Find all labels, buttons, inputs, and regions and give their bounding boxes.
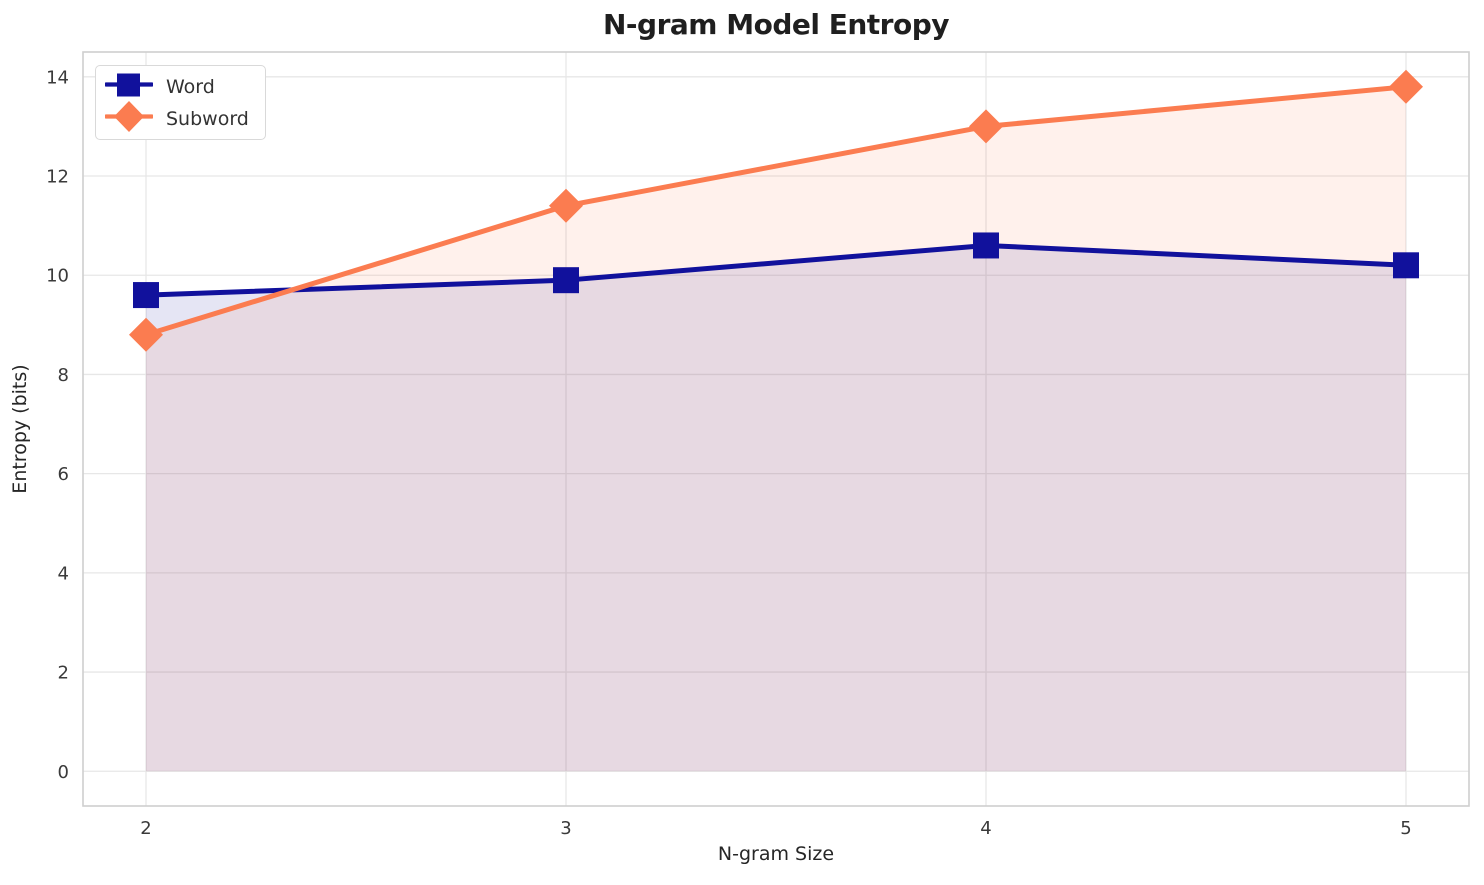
subword-series-marker-icon bbox=[103, 101, 155, 136]
chart-title: N-gram Model Entropy bbox=[603, 8, 950, 41]
y-tick-label: 2 bbox=[58, 663, 69, 684]
x-tick-label: 5 bbox=[1400, 818, 1411, 839]
word-series-marker-icon bbox=[103, 69, 155, 104]
legend-item-word: Word bbox=[103, 69, 249, 104]
x-tick-label: 2 bbox=[140, 818, 151, 839]
legend: Word Subword bbox=[95, 65, 266, 140]
marker-square-icon bbox=[1393, 252, 1419, 279]
plot-border bbox=[82, 51, 1470, 807]
marker-diamond-icon bbox=[129, 317, 163, 352]
y-tick-label: 4 bbox=[58, 563, 69, 584]
marker-square-icon bbox=[553, 267, 579, 294]
marker-diamond-icon bbox=[549, 188, 583, 223]
y-tick-label: 0 bbox=[58, 762, 69, 783]
series-line-word bbox=[143, 242, 1409, 298]
marker-diamond-icon bbox=[1389, 69, 1423, 104]
x-tick-label: 3 bbox=[560, 818, 571, 839]
marker-square-icon bbox=[973, 232, 999, 259]
legend-label-subword: Subword bbox=[166, 107, 249, 130]
marker-square-icon bbox=[133, 282, 159, 309]
y-tick-label: 6 bbox=[58, 464, 69, 485]
x-axis-label: N-gram Size bbox=[717, 843, 835, 865]
y-tick-label: 8 bbox=[58, 365, 69, 386]
y-axis-label: Entropy (bits) bbox=[9, 364, 31, 494]
series-line-subword bbox=[143, 84, 1409, 338]
y-tick-label: 10 bbox=[46, 266, 69, 287]
y-tick-label: 14 bbox=[46, 67, 69, 88]
legend-label-word: Word bbox=[166, 75, 215, 98]
x-tick-label: 4 bbox=[980, 818, 991, 839]
area-fill-word bbox=[146, 245, 1406, 772]
y-tick-label: 12 bbox=[46, 167, 69, 188]
legend-item-subword: Subword bbox=[103, 101, 249, 136]
area-fill-subword bbox=[146, 86, 1406, 772]
marker-diamond-icon bbox=[969, 109, 1003, 144]
